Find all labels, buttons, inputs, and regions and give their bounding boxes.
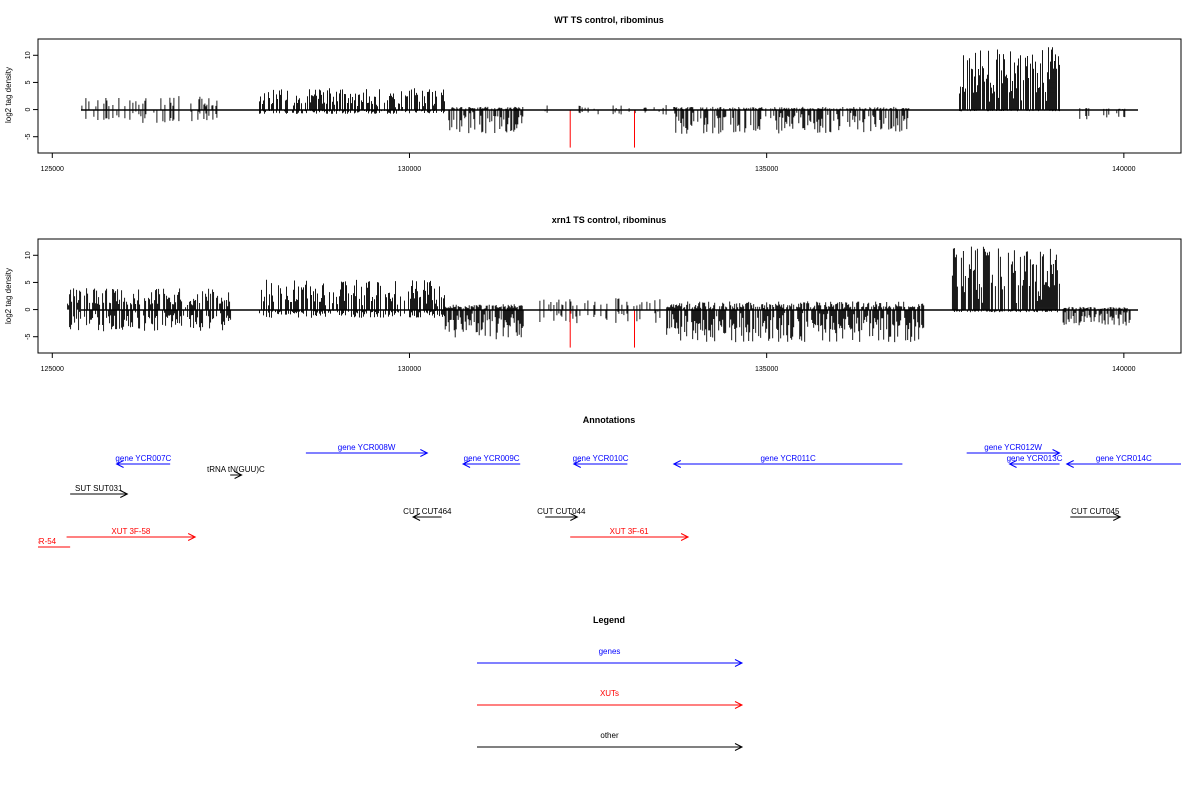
feature-arrowhead	[1008, 460, 1017, 468]
y-tick-label: 10	[25, 251, 32, 259]
feature-label: XUT 3R-54	[16, 537, 56, 546]
panel-title: WT TS control, ribominus	[554, 15, 664, 25]
annotation-feature: XUT 3F-58	[66, 527, 197, 541]
y-tick-label: 5	[25, 80, 32, 84]
feature-arrowhead	[1052, 449, 1061, 457]
coverage-bars	[67, 246, 1131, 343]
annotation-feature: tRNA tN(GUU)C	[207, 465, 265, 479]
feature-label: gene YCR009C	[464, 454, 520, 463]
feature-label: CUT CUT464	[403, 507, 452, 516]
y-tick-label: -5	[25, 134, 32, 140]
annotation-feature: gene YCR010C	[573, 454, 629, 468]
legend-label: other	[600, 731, 619, 740]
legend: Legend genes XUTs other	[477, 615, 744, 751]
feature-arrowhead	[461, 460, 471, 468]
y-tick-label: -5	[25, 334, 32, 340]
x-tick-label: 125000	[41, 166, 64, 173]
feature-label: XUT 3F-61	[610, 527, 650, 536]
feature-label: SUT SUT031	[75, 484, 123, 493]
feature-label: XUT 3F-58	[111, 527, 151, 536]
feature-arrowhead	[120, 490, 129, 498]
highlight-marks	[569, 309, 636, 348]
feature-arrowhead	[680, 533, 690, 541]
x-tick-label: 140000	[1112, 166, 1135, 173]
x-tick-label: 135000	[755, 166, 778, 173]
x-tick-label: 125000	[41, 366, 64, 373]
legend-label: genes	[599, 647, 621, 656]
y-tick-label: 0	[25, 108, 32, 112]
legend-entry: genes	[477, 647, 744, 667]
feature-arrowhead	[234, 471, 243, 479]
feature-arrowhead	[672, 460, 682, 468]
y-tick-label: 10	[25, 51, 32, 59]
x-tick-label: 140000	[1112, 366, 1135, 373]
legend-arrowhead	[734, 743, 744, 751]
feature-label: tRNA tN(GUU)C	[207, 465, 265, 474]
feature-label: CUT CUT044	[537, 507, 586, 516]
legend-arrowhead	[734, 701, 744, 709]
feature-arrowhead	[570, 513, 579, 521]
xrn1-coverage-panel: xrn1 TS control, ribominus log2 tag dens…	[4, 215, 1182, 373]
annotation-feature: CUT CUT044	[537, 507, 586, 521]
axis-ticks: 125000 130000 135000 140000 -5 0 5 10	[25, 251, 1136, 373]
feature-arrowhead	[572, 460, 582, 468]
annotation-feature: SUT SUT031	[70, 484, 129, 498]
feature-label: gene YCR013C	[1007, 454, 1063, 463]
annotations-title: Annotations	[583, 415, 636, 425]
y-axis-label: log2 tag density	[4, 67, 13, 123]
plot-frame	[37, 238, 1182, 354]
x-tick-label: 130000	[398, 366, 421, 373]
y-tick-label: 5	[25, 280, 32, 284]
x-tick-label: 130000	[398, 166, 421, 173]
feature-arrowhead	[411, 513, 421, 521]
wt-coverage-panel: WT TS control, ribominus log2 tag densit…	[4, 15, 1182, 173]
legend-entry: XUTs	[477, 689, 744, 709]
feature-arrowhead	[1113, 513, 1122, 521]
annotation-feature: gene YCR011C	[672, 454, 903, 468]
feature-label: gene YCR014C	[1096, 454, 1152, 463]
annotation-feature: gene YCR008W	[305, 443, 429, 457]
plot-frame	[37, 38, 1182, 154]
feature-label: gene YCR010C	[573, 454, 629, 463]
annotation-feature: gene YCR009C	[461, 454, 521, 468]
y-axis-label: log2 tag density	[4, 268, 13, 324]
legend-entries: genes XUTs other	[477, 647, 744, 751]
coverage-bars	[81, 47, 1126, 134]
feature-arrowhead	[187, 533, 197, 541]
feature-arrowhead	[420, 449, 429, 457]
annotation-feature: CUT CUT464	[403, 507, 452, 521]
annotation-feature: gene YCR007C	[115, 454, 172, 468]
feature-label: gene YCR012W	[984, 443, 1042, 452]
annotation-feature: gene YCR012W	[966, 443, 1061, 457]
annotation-feature: XUT 3R-54	[2, 537, 71, 551]
feature-label: gene YCR011C	[760, 454, 816, 463]
annotation-feature: CUT CUT045	[1070, 507, 1122, 521]
x-tick-label: 135000	[755, 366, 778, 373]
feature-list: gene YCR007C gene YCR008W gene YCR009C gene…	[2, 443, 1181, 551]
legend-arrowhead	[734, 659, 744, 667]
legend-title: Legend	[593, 615, 625, 625]
annotation-feature: gene YCR014C	[1065, 454, 1181, 468]
feature-arrowhead	[115, 460, 124, 468]
feature-arrowhead	[2, 544, 9, 551]
feature-arrowhead	[1065, 460, 1074, 468]
annotation-feature: gene YCR013C	[1007, 454, 1063, 468]
coverage-bars-path	[67, 246, 1131, 343]
y-tick-label: 0	[25, 308, 32, 312]
feature-label: gene YCR008W	[338, 443, 396, 452]
feature-label: gene YCR007C	[115, 454, 171, 463]
legend-entry: other	[477, 731, 744, 751]
feature-label: CUT CUT045	[1071, 507, 1120, 516]
panel-title: xrn1 TS control, ribominus	[552, 215, 667, 225]
coverage-bars-path	[81, 47, 1126, 134]
annotation-feature: XUT 3F-61	[570, 527, 690, 541]
highlight-marks	[569, 109, 636, 148]
legend-label: XUTs	[600, 689, 619, 698]
axis-ticks: 125000 130000 135000 140000 -5 0 5 10	[25, 51, 1136, 173]
